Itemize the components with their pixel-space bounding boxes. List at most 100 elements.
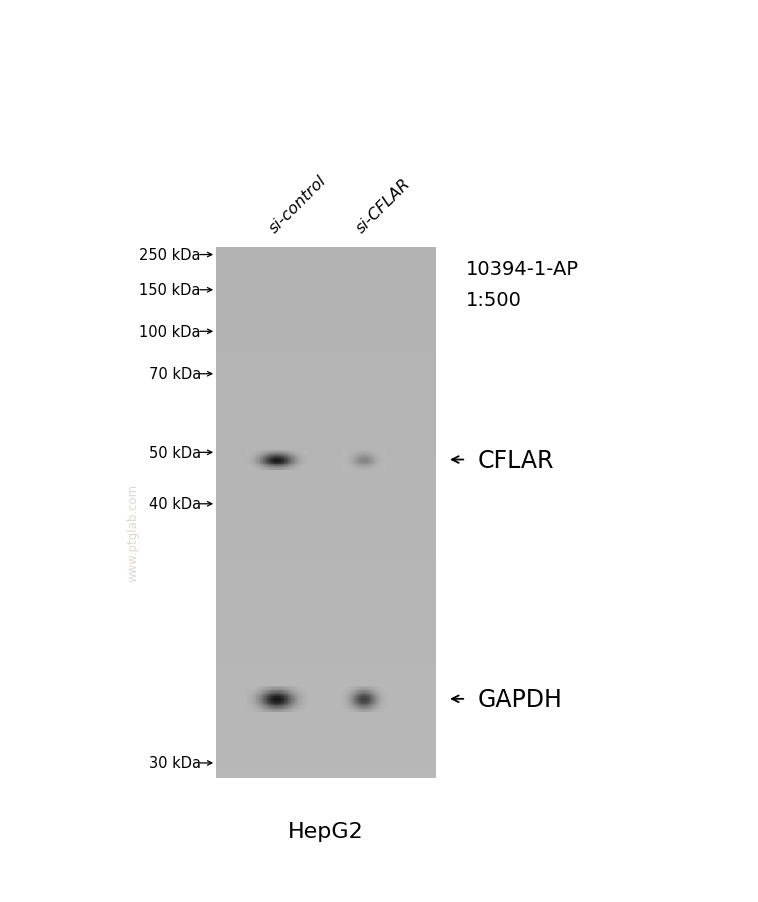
Bar	[385, 462, 386, 464]
Bar	[385, 706, 386, 708]
Bar	[378, 700, 380, 702]
Bar	[354, 704, 355, 705]
Bar	[286, 461, 287, 462]
Bar	[383, 458, 384, 459]
Bar	[347, 693, 348, 695]
Bar	[360, 708, 361, 710]
Bar	[261, 694, 262, 695]
Bar	[363, 468, 364, 469]
Bar	[265, 469, 266, 470]
Bar	[361, 454, 362, 456]
Bar	[352, 450, 354, 451]
Bar	[285, 711, 287, 712]
Bar	[371, 463, 372, 465]
Bar	[262, 456, 263, 457]
Bar	[354, 686, 355, 688]
Bar	[256, 450, 258, 451]
Bar	[216, 364, 436, 368]
Bar	[372, 464, 373, 465]
Bar	[283, 462, 284, 464]
Bar	[383, 466, 384, 467]
Bar	[356, 451, 357, 452]
Bar	[342, 705, 343, 707]
Bar	[376, 460, 377, 461]
Bar	[268, 704, 269, 705]
Bar	[343, 693, 344, 695]
Bar	[377, 462, 378, 464]
Bar	[342, 696, 343, 698]
Bar	[252, 711, 253, 712]
Bar	[367, 459, 368, 460]
Bar	[351, 459, 352, 460]
Bar	[357, 703, 358, 704]
Bar	[377, 696, 378, 698]
Bar	[365, 451, 366, 452]
Bar	[302, 466, 303, 467]
Bar	[290, 703, 292, 704]
Bar	[381, 696, 382, 698]
Bar	[283, 451, 284, 452]
Bar	[216, 500, 436, 503]
Bar	[301, 687, 302, 689]
Bar	[372, 456, 373, 457]
Bar	[276, 468, 277, 469]
Bar	[366, 465, 367, 466]
Bar	[280, 454, 282, 456]
Bar	[350, 708, 351, 710]
Bar	[363, 463, 364, 465]
Bar	[368, 700, 369, 702]
Bar	[346, 451, 347, 452]
Bar	[384, 711, 385, 712]
Bar	[351, 468, 352, 469]
Bar	[342, 693, 343, 695]
Bar	[359, 689, 360, 691]
Bar	[369, 709, 370, 711]
Bar	[248, 461, 249, 462]
Bar	[252, 466, 253, 467]
Bar	[345, 457, 346, 458]
Bar	[304, 702, 305, 704]
Bar	[277, 467, 279, 468]
Bar	[216, 656, 436, 659]
Bar	[266, 695, 267, 697]
Bar	[355, 460, 356, 461]
Bar	[280, 703, 282, 704]
Bar	[377, 704, 378, 705]
Bar	[382, 459, 383, 460]
Bar	[343, 706, 344, 708]
Bar	[246, 451, 248, 452]
Bar	[364, 460, 365, 461]
Bar	[364, 452, 365, 454]
Bar	[350, 709, 351, 711]
Bar	[294, 696, 295, 698]
Bar	[371, 692, 372, 693]
Bar	[352, 457, 354, 458]
Bar	[380, 460, 381, 461]
Bar	[350, 469, 351, 470]
Bar	[352, 702, 354, 704]
Bar	[306, 456, 307, 457]
Bar	[274, 708, 275, 710]
Bar	[345, 708, 346, 710]
Bar	[371, 452, 372, 454]
Bar	[354, 459, 355, 460]
Bar	[342, 695, 343, 697]
Bar	[271, 706, 272, 708]
Bar	[383, 459, 384, 460]
Bar	[378, 708, 380, 710]
Bar	[382, 687, 383, 689]
Bar	[250, 690, 252, 692]
Bar	[377, 461, 378, 462]
Bar	[216, 587, 436, 591]
Bar	[355, 694, 356, 695]
Bar	[372, 454, 373, 456]
Bar	[216, 420, 436, 424]
Bar	[304, 462, 305, 464]
Bar	[381, 709, 383, 711]
Bar	[367, 705, 368, 707]
Bar	[285, 689, 287, 691]
Bar	[348, 454, 349, 456]
Bar	[365, 458, 366, 459]
Bar	[257, 689, 258, 691]
Bar	[368, 687, 369, 689]
